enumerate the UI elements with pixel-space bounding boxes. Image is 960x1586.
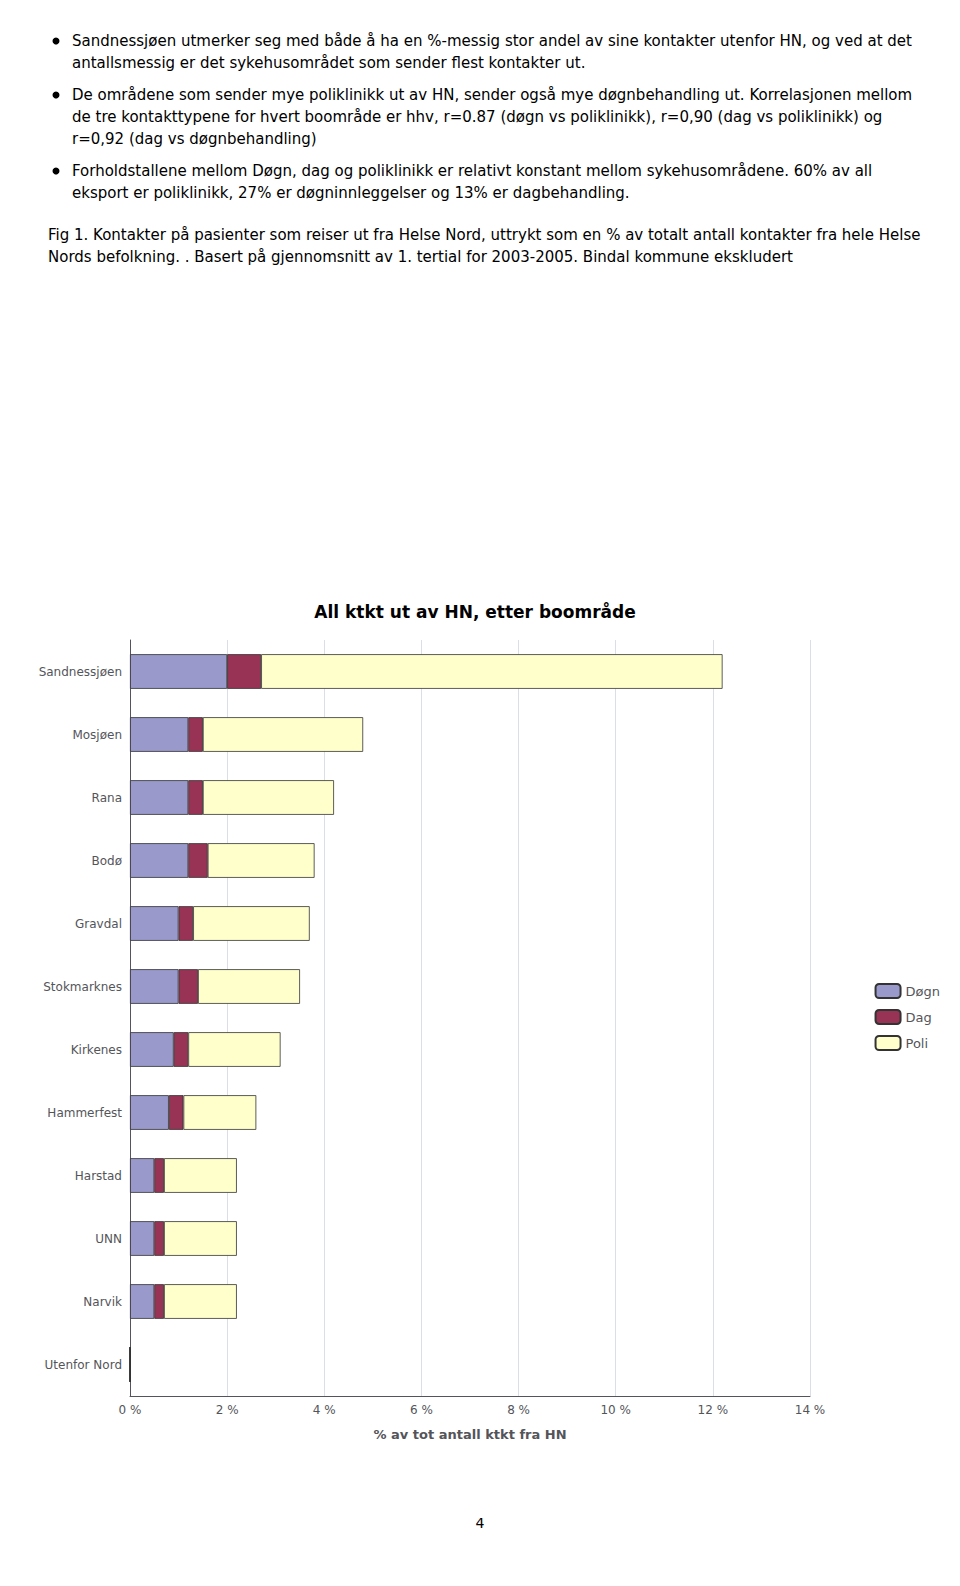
svg-text:Stokmarknes: Stokmarknes bbox=[43, 980, 122, 994]
svg-text:Gravdal: Gravdal bbox=[75, 917, 122, 931]
svg-text:14 %: 14 % bbox=[795, 1403, 826, 1417]
svg-text:Mosjøen: Mosjøen bbox=[72, 728, 122, 742]
svg-text:Poli: Poli bbox=[906, 1036, 929, 1051]
svg-text:Fig 1. Kontakter på pasienter: Fig 1. Kontakter på pasienter som reiser… bbox=[48, 226, 920, 244]
svg-text:Nords befolkning. . Basert på: Nords befolkning. . Basert på gjennomsni… bbox=[48, 248, 793, 266]
svg-text:12 %: 12 % bbox=[698, 1403, 729, 1417]
svg-text:de tre kontakttypene for hvert: de tre kontakttypene for hvert boområde … bbox=[72, 108, 882, 126]
svg-text:Forholdstallene mellom Døgn, d: Forholdstallene mellom Døgn, dag og poli… bbox=[72, 162, 872, 180]
svg-text:2 %: 2 % bbox=[216, 1403, 239, 1417]
svg-text:6 %: 6 % bbox=[410, 1403, 433, 1417]
svg-text:eksport er poliklinikk, 27% er: eksport er poliklinikk, 27% er døgninnle… bbox=[72, 184, 630, 202]
svg-text:antallsmessig er det sykehusom: antallsmessig er det sykehusområdet som … bbox=[72, 54, 585, 72]
svg-text:De områdene som sender mye pol: De områdene som sender mye poliklinikk u… bbox=[72, 86, 912, 104]
svg-text:r=0,92 (dag vs døgnbehandling): r=0,92 (dag vs døgnbehandling) bbox=[72, 130, 317, 148]
svg-text:Døgn: Døgn bbox=[906, 984, 940, 999]
svg-text:Sandnessjøen utmerker seg med: Sandnessjøen utmerker seg med både å ha … bbox=[72, 32, 912, 50]
svg-text:UNN: UNN bbox=[95, 1232, 122, 1246]
svg-text:Rana: Rana bbox=[92, 791, 122, 805]
svg-text:4 %: 4 % bbox=[313, 1403, 336, 1417]
svg-text:Sandnessjøen: Sandnessjøen bbox=[39, 665, 122, 679]
svg-text:Hammerfest: Hammerfest bbox=[47, 1106, 122, 1120]
svg-text:10 %: 10 % bbox=[600, 1403, 631, 1417]
svg-text:Utenfor Nord: Utenfor Nord bbox=[45, 1358, 122, 1372]
svg-text:All ktkt ut av HN, etter boomr: All ktkt ut av HN, etter boområde bbox=[314, 601, 635, 622]
svg-text:0 %: 0 % bbox=[119, 1403, 142, 1417]
svg-text:4: 4 bbox=[476, 1515, 485, 1531]
svg-text:Bodø: Bodø bbox=[91, 854, 122, 868]
svg-text:Harstad: Harstad bbox=[75, 1169, 122, 1183]
svg-text:% av tot antall ktkt fra HN: % av tot antall ktkt fra HN bbox=[373, 1427, 566, 1442]
svg-text:8 %: 8 % bbox=[507, 1403, 530, 1417]
svg-text:Dag: Dag bbox=[906, 1010, 932, 1025]
svg-text:Narvik: Narvik bbox=[83, 1295, 122, 1309]
svg-text:Kirkenes: Kirkenes bbox=[71, 1043, 122, 1057]
